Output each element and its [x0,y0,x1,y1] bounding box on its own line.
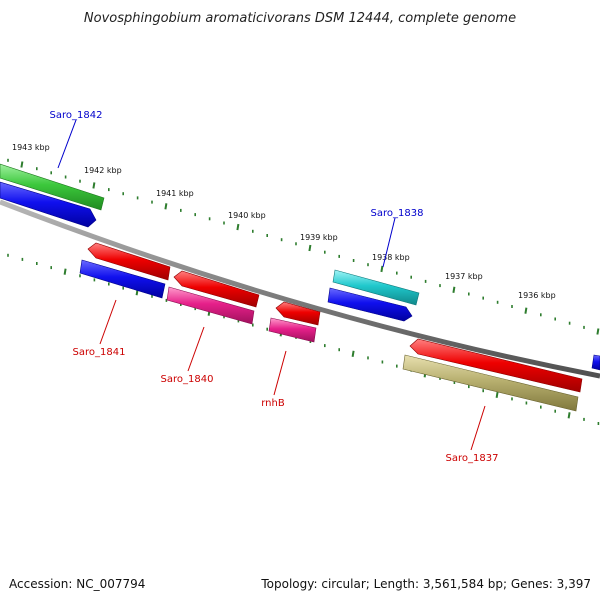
callout-line [57,119,77,169]
ruler-major-tick [92,182,96,189]
gene-labels: Saro_1842 Saro_1838 Saro_1841 Saro_1840 … [50,110,499,464]
gene-arrow[interactable] [409,338,583,393]
ruler-label: 1938 kbp [372,253,410,262]
ruler-major-tick [452,286,456,293]
callout-line [273,350,287,396]
gene-label-saro-1837[interactable]: Saro_1837 [446,453,499,464]
chart-title: Novosphingobium aromaticivorans DSM 1244… [84,11,516,26]
genome-backbone [0,199,600,379]
gene-arrow[interactable] [79,259,166,299]
ruler-major-tick [524,307,528,314]
gene-arrow[interactable] [173,270,260,308]
callout-line [99,299,117,345]
ruler-major-tick [164,203,168,210]
ruler-label: 1940 kbp [228,211,266,220]
gene-label-saro-1838[interactable]: Saro_1838 [371,208,424,219]
gene-arrow[interactable] [87,242,171,281]
gene-label-saro-1842[interactable]: Saro_1842 [50,110,103,121]
gene-label-saro-1840[interactable]: Saro_1840 [161,374,214,385]
ruler-major-tick [495,391,499,398]
gene-arrow[interactable] [166,286,255,325]
gene-arrow[interactable] [332,269,420,306]
gene-arrow[interactable] [0,163,105,211]
ruler-label: 1939 kbp [300,233,338,242]
ruler-labels: 1943 kbp 1942 kbp 1941 kbp 1940 kbp 1939… [12,143,556,300]
gene-callouts [57,119,486,451]
ruler-major-tick [63,268,67,275]
ruler-major-tick [20,161,24,168]
gene-arrow[interactable] [327,287,413,322]
ruler-label: 1937 kbp [445,272,483,281]
topology-text: Topology: circular; Length: 3,561,584 bp… [261,577,591,591]
ruler-label: 1943 kbp [12,143,50,152]
ruler-label: 1936 kbp [518,291,556,300]
callout-line [470,405,486,451]
ruler-major-tick [308,244,312,252]
ruler-major-tick [596,328,600,335]
ruler-major-tick [567,412,571,419]
callout-line [187,326,205,372]
gene-arrow[interactable] [268,317,317,343]
gene-label-rnhb[interactable]: rnhB [261,398,285,409]
ruler-major-tick [236,223,240,231]
plus-strand-ruler [7,158,600,335]
callout-line [382,217,396,268]
gene-label-saro-1841[interactable]: Saro_1841 [73,347,126,358]
gene-arrow[interactable] [402,354,579,412]
ruler-major-tick [351,350,355,357]
ruler-major-tick [380,265,384,273]
gene-arrow[interactable] [275,301,321,326]
accession-text: Accession: NC_007794 [9,577,146,591]
ruler-label: 1942 kbp [84,166,122,175]
genes [0,163,600,412]
ruler-label: 1941 kbp [156,189,194,198]
gene-arrow[interactable] [0,181,97,228]
gene-arrow[interactable] [591,354,600,371]
